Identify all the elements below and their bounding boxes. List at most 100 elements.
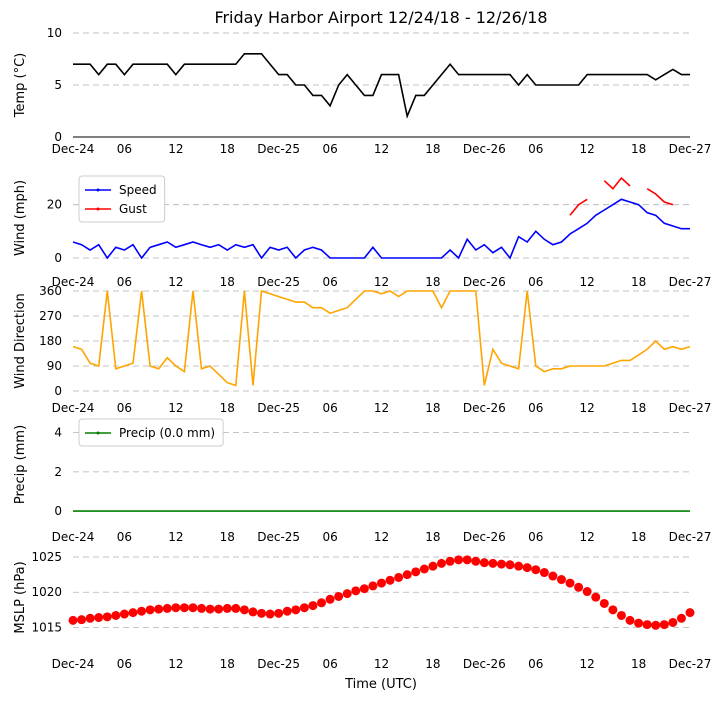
- legend: Precip (0.0 mm): [78, 418, 224, 447]
- data-point: [625, 615, 635, 625]
- x-tick-label: 12: [168, 275, 183, 289]
- data-point: [188, 603, 198, 613]
- y-tick-label: 0: [54, 251, 62, 265]
- data-point: [171, 603, 181, 613]
- data-line: [73, 53, 690, 119]
- data-point: [599, 598, 609, 608]
- data-point: [582, 587, 592, 597]
- x-tick-label: Dec-27: [669, 401, 712, 415]
- x-tick-label: 06: [117, 401, 132, 415]
- legend-box: [78, 175, 166, 223]
- x-tick-label: 18: [425, 142, 440, 156]
- data-point: [179, 603, 189, 613]
- data-line: [72, 289, 691, 387]
- data-point: [154, 604, 164, 614]
- data-point: [428, 561, 438, 571]
- data-point: [676, 613, 686, 623]
- data-point: [162, 603, 172, 613]
- y-tick-label: 360: [39, 284, 62, 298]
- data-line: [569, 176, 674, 216]
- data-point: [94, 613, 104, 623]
- x-tick-label: 18: [425, 275, 440, 289]
- chart-title: Friday Harbor Airport 12/24/18 - 12/26/1…: [214, 8, 547, 27]
- data-point: [317, 598, 327, 608]
- y-tick-label: 20: [47, 198, 62, 212]
- x-tick-label: 18: [220, 142, 235, 156]
- data-point: [299, 603, 309, 613]
- data-point: [239, 605, 249, 615]
- data-point: [274, 608, 284, 618]
- data-point: [642, 620, 652, 630]
- x-tick-label: 06: [322, 401, 337, 415]
- data-point: [102, 612, 112, 622]
- x-tick-label: Dec-26: [463, 530, 506, 544]
- x-tick-label: Dec-24: [52, 142, 95, 156]
- x-tick-label: 12: [374, 530, 389, 544]
- legend-marker: [96, 431, 100, 435]
- data-point: [85, 613, 95, 623]
- data-point: [402, 570, 412, 580]
- data-point: [282, 606, 292, 616]
- data-point: [111, 610, 121, 620]
- x-tick-label: 12: [580, 142, 595, 156]
- x-tick-label: Dec-25: [257, 401, 300, 415]
- data-point: [496, 559, 506, 569]
- data-point: [248, 607, 258, 617]
- data-point: [514, 561, 524, 571]
- data-point: [342, 589, 352, 599]
- x-tick-label: Dec-25: [257, 142, 300, 156]
- x-tick-label: Dec-26: [463, 401, 506, 415]
- data-point: [634, 618, 644, 628]
- y-axis-label: Temp (°C): [13, 53, 28, 119]
- x-tick-label: 18: [220, 657, 235, 671]
- y-tick-label: 2: [54, 465, 62, 479]
- y-tick-label: 10: [47, 26, 62, 40]
- data-point: [685, 608, 695, 618]
- legend-label: Speed: [119, 183, 157, 197]
- legend-marker: [96, 188, 100, 192]
- data-point: [394, 572, 404, 582]
- legend-box: [78, 418, 224, 447]
- x-tick-label: 06: [322, 275, 337, 289]
- data-point: [574, 582, 584, 592]
- data-point: [479, 558, 489, 568]
- data-point: [368, 581, 378, 591]
- x-tick-label: 12: [168, 657, 183, 671]
- x-tick-label: 18: [220, 401, 235, 415]
- data-point: [119, 609, 129, 619]
- x-tick-label: 06: [117, 275, 132, 289]
- x-tick-label: 06: [528, 401, 543, 415]
- legend-marker: [96, 207, 100, 211]
- data-point: [471, 556, 481, 566]
- data-point: [128, 608, 138, 618]
- y-axis-label: Wind Direction: [13, 293, 28, 389]
- data-point: [325, 594, 335, 604]
- x-tick-label: 12: [168, 530, 183, 544]
- x-axis-label: Time (UTC): [344, 677, 417, 692]
- data-point: [462, 555, 472, 565]
- y-axis-label: Wind (mph): [13, 180, 28, 256]
- x-tick-label: 06: [528, 657, 543, 671]
- x-tick-label: 18: [425, 401, 440, 415]
- legend-label: Gust: [119, 202, 147, 216]
- y-tick-label: 180: [39, 334, 62, 348]
- y-tick-label: 4: [54, 426, 62, 440]
- data-point: [68, 615, 78, 625]
- x-tick-label: 12: [580, 657, 595, 671]
- x-tick-label: Dec-26: [463, 275, 506, 289]
- data-point: [214, 604, 224, 614]
- x-tick-label: 12: [374, 657, 389, 671]
- x-tick-label: 12: [580, 530, 595, 544]
- x-tick-label: Dec-27: [669, 142, 712, 156]
- x-tick-label: Dec-24: [52, 275, 95, 289]
- data-point: [531, 565, 541, 575]
- data-point: [385, 575, 395, 585]
- data-point: [222, 603, 232, 613]
- data-point: [257, 608, 267, 618]
- x-tick-label: 18: [631, 657, 646, 671]
- x-tick-label: Dec-27: [669, 657, 712, 671]
- data-point: [651, 620, 661, 630]
- x-tick-label: 06: [528, 530, 543, 544]
- x-tick-label: Dec-24: [52, 401, 95, 415]
